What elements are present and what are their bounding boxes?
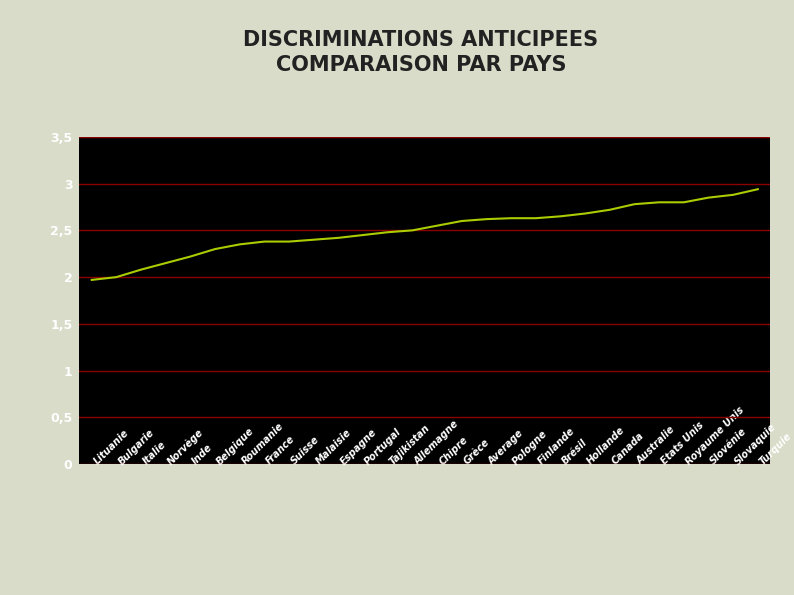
Text: DISCRIMINATIONS ANTICIPEES
COMPARAISON PAR PAYS: DISCRIMINATIONS ANTICIPEES COMPARAISON P… — [243, 30, 599, 74]
